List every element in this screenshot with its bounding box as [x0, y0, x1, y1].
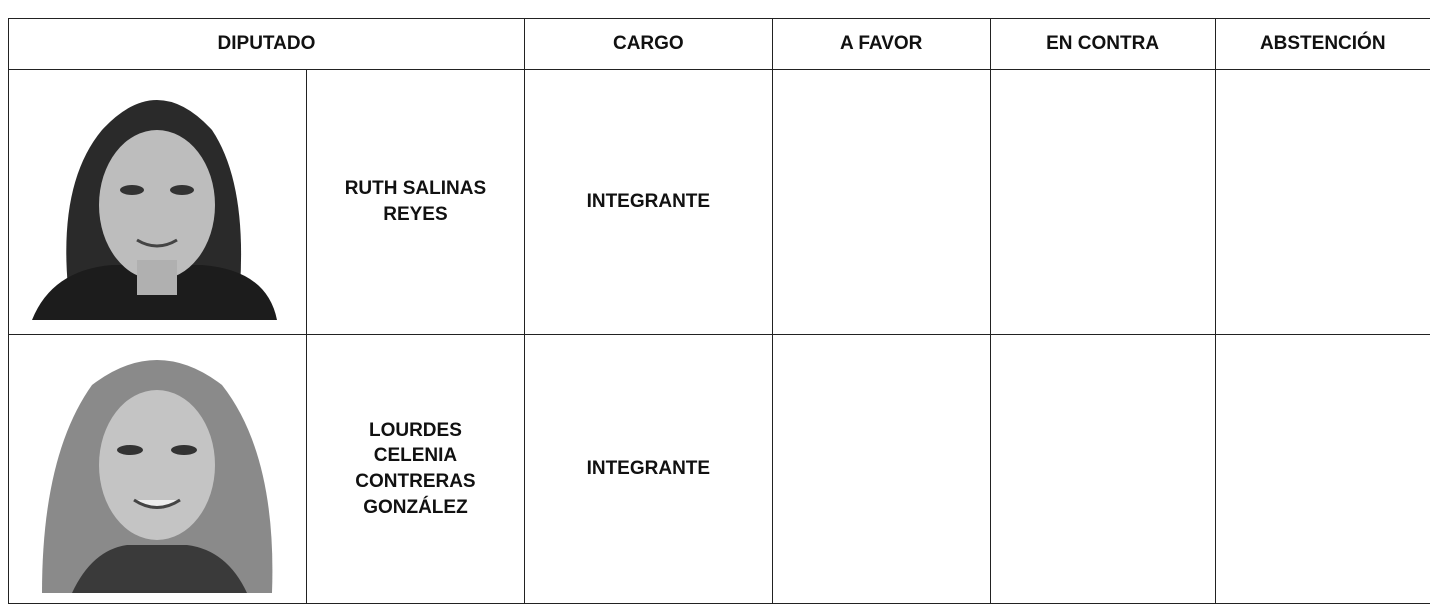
vote-cell [989, 69, 1216, 335]
table-row: LOURDES CELENIA CONTRERAS GONZÁLEZ INTEG… [8, 334, 1430, 604]
header-cell: CARGO [523, 18, 773, 70]
vote-cell [989, 334, 1216, 604]
name-cell: RUTH SALINAS REYES [305, 69, 525, 335]
photo-cell [8, 69, 307, 335]
deputy-name: RUTH SALINAS REYES [344, 178, 487, 225]
header-row: DIPUTADO CARGO A FAVOR EN CONTRA ABSTENC… [8, 18, 1430, 70]
header-cell: ABSTENCIÓN [1214, 18, 1430, 70]
portrait [22, 339, 293, 593]
header-cell: DIPUTADO [8, 18, 525, 70]
deputy-name: LOURDES CELENIA CONTRERAS GONZÁLEZ [355, 419, 476, 518]
table-row: RUTH SALINAS REYES INTEGRANTE [8, 69, 1430, 335]
vote-cell [771, 334, 991, 604]
photo-cell [8, 334, 307, 604]
name-cell: LOURDES CELENIA CONTRERAS GONZÁLEZ [305, 334, 525, 604]
header-cell: EN CONTRA [989, 18, 1216, 70]
vote-cell [1214, 334, 1430, 604]
cargo-cell: INTEGRANTE [523, 334, 773, 604]
vote-cell [1214, 69, 1430, 335]
vote-cell [771, 69, 991, 335]
header-cell: A FAVOR [771, 18, 991, 70]
portrait [22, 74, 293, 324]
cargo-cell: INTEGRANTE [523, 69, 773, 335]
vote-table: DIPUTADO CARGO A FAVOR EN CONTRA ABSTENC… [8, 18, 1430, 604]
